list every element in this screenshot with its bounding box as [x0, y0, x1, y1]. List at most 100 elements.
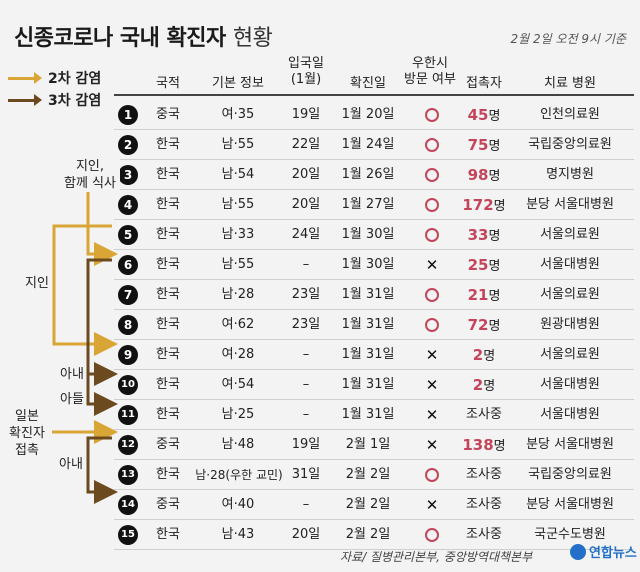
cell-entry-date: 22일	[291, 137, 321, 152]
cell-info: 여·54	[221, 377, 255, 392]
cell-contacts: 21명	[456, 280, 512, 310]
table-row: 3 한국 남·54 20일 1월 26일 98명 명지병원	[114, 160, 634, 190]
legend-secondary-label: 2차 감염	[48, 71, 102, 87]
row-divider	[114, 219, 634, 220]
cell-entry-date: 19일	[291, 107, 321, 122]
relation-label-acquaintance-meal: 지인, 함께 식사	[60, 158, 120, 192]
header-entry-line1: 입국일	[288, 56, 324, 71]
cross-no-icon: ✕	[425, 436, 439, 454]
cell-contacts: 72명	[456, 310, 512, 340]
circle-yes-icon	[425, 167, 439, 182]
contact-unit: 명	[493, 439, 506, 454]
circle-yes-icon	[425, 527, 439, 542]
table-row: 9 한국 여·28 – 1월 31일 ✕ 2명 서울의료원	[114, 340, 634, 370]
cell-nationality: 한국	[156, 527, 180, 542]
table-row: 13 한국 남·28(우한 교민) 31일 2월 2일 조사중 국립중앙의료원	[114, 460, 634, 490]
cell-entry-date: 20일	[291, 167, 321, 182]
source-credit: 자료/ 질병관리본부, 중앙방역대책본부	[340, 550, 533, 564]
cell-hospital: 서울의료원	[540, 347, 600, 362]
contact-unit: 명	[483, 379, 496, 394]
relation-label-son: 아들	[58, 391, 86, 408]
header-entry-line2: (1월)	[290, 72, 322, 87]
contact-unit: 명	[488, 109, 501, 124]
cell-entry-date: –	[302, 377, 310, 392]
cell-contacts: 조사중	[456, 400, 512, 430]
contact-unit: 조사중	[466, 467, 502, 482]
case-number-badge: 9	[118, 345, 138, 365]
cell-nationality: 한국	[156, 167, 180, 182]
contact-unit: 명	[488, 319, 501, 334]
row-divider	[114, 429, 634, 430]
cell-hospital: 분당 서울대병원	[526, 437, 614, 452]
cell-info: 남·48	[221, 437, 255, 452]
cell-confirmed-date: 1월 27일	[341, 197, 395, 212]
relation-label-line: 일본	[15, 409, 39, 424]
cross-no-icon: ✕	[425, 496, 439, 514]
case-number-badge: 4	[118, 195, 138, 215]
relation-label-line: 지인,	[75, 159, 105, 174]
table-row: 5 한국 남·33 24일 1월 30일 33명 서울의료원	[114, 220, 634, 250]
cell-hospital: 국군수도병원	[534, 527, 606, 542]
table-row: 15 한국 남·43 20일 2월 2일 조사중 국군수도병원	[114, 520, 634, 550]
cell-confirmed-date: 1월 20일	[341, 107, 395, 122]
cell-info: 남·28	[221, 287, 255, 302]
cell-info: 남·25	[221, 407, 255, 422]
table-row: 12 중국 남·48 19일 2월 1일 ✕ 138명 분당 서울대병원	[114, 430, 634, 460]
contact-count: 33	[467, 226, 489, 244]
legend-tertiary-label: 3차 감염	[48, 93, 102, 109]
header-wuhan: 우한시 방문 여부	[398, 52, 462, 92]
cell-wuhan-visit: ✕	[400, 490, 464, 520]
contact-unit: 조사중	[466, 407, 502, 422]
cell-nationality: 한국	[156, 347, 180, 362]
row-divider	[114, 189, 634, 190]
cell-wuhan-visit	[400, 520, 464, 550]
cell-hospital: 명지병원	[546, 167, 594, 182]
cell-confirmed-date: 1월 30일	[341, 227, 395, 242]
cell-wuhan-visit	[400, 460, 464, 490]
cell-hospital: 서울대병원	[540, 407, 600, 422]
cell-hospital: 분당 서울대병원	[526, 197, 614, 212]
cell-wuhan-visit	[400, 100, 464, 130]
case-number-badge: 3	[118, 165, 138, 185]
cell-entry-date: –	[302, 257, 310, 272]
table-row: 14 중국 여·40 – 2월 2일 ✕ 조사중 분당 서울대병원	[114, 490, 634, 520]
row-divider	[114, 549, 634, 550]
cell-contacts: 25명	[456, 250, 512, 280]
cell-hospital: 인천의료원	[540, 107, 600, 122]
link-6-to-10	[86, 258, 118, 386]
cell-info: 남·55	[221, 137, 255, 152]
case-number-badge: 11	[118, 405, 138, 425]
logo-icon	[570, 543, 586, 560]
table-row: 1 중국 여·35 19일 1월 20일 45명 인천의료원	[114, 100, 634, 130]
cell-info: 여·35	[221, 107, 255, 122]
circle-yes-icon	[425, 107, 439, 122]
cell-contacts: 조사중	[456, 490, 512, 520]
cross-no-icon: ✕	[425, 376, 439, 394]
cell-nationality: 중국	[156, 107, 180, 122]
cell-entry-date: 23일	[291, 317, 321, 332]
cell-contacts: 172명	[456, 190, 512, 220]
relation-label-wife-2: 아내	[56, 456, 86, 473]
cell-entry-date: 19일	[291, 437, 321, 452]
contact-count: 45	[467, 106, 489, 124]
circle-yes-icon	[425, 137, 439, 152]
cell-info: 여·62	[221, 317, 255, 332]
row-divider	[114, 459, 634, 460]
cell-confirmed-date: 1월 31일	[341, 287, 395, 302]
contact-unit: 명	[488, 259, 501, 274]
table-row: 4 한국 남·55 20일 1월 27일 172명 분당 서울대병원	[114, 190, 634, 220]
page-title: 신종코로나 국내 확진자 현황	[14, 20, 273, 52]
relation-label-line: 함께 식사	[64, 176, 116, 191]
contact-unit: 명	[488, 139, 501, 154]
cell-info: 남·54	[221, 167, 255, 182]
cell-contacts: 2명	[456, 340, 512, 370]
row-divider	[114, 309, 634, 310]
header-info: 기본 정보	[212, 76, 264, 91]
relation-label-acquaintance: 지인	[22, 275, 52, 292]
cell-wuhan-visit	[400, 190, 464, 220]
cell-confirmed-date: 1월 30일	[341, 257, 395, 272]
case-number-badge: 15	[118, 525, 138, 545]
cell-entry-date: 23일	[291, 287, 321, 302]
table-row: 11 한국 남·25 – 1월 31일 ✕ 조사중 서울대병원	[114, 400, 634, 430]
row-divider	[114, 519, 634, 520]
